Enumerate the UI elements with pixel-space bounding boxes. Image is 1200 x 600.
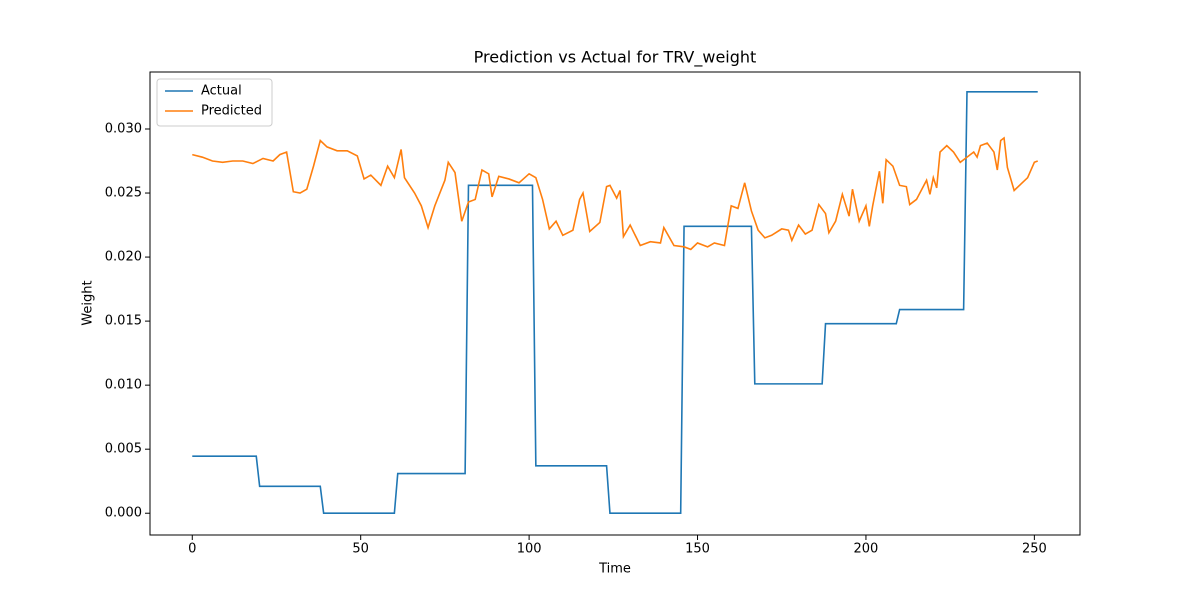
y-axis-label: Weight	[81, 280, 96, 325]
x-tick-label: 50	[352, 542, 369, 557]
y-tick-label: 0.030	[105, 121, 142, 136]
x-tick-label: 200	[854, 542, 879, 557]
x-axis-label: Time	[598, 562, 631, 577]
y-tick-label: 0.010	[105, 378, 142, 393]
series-line	[192, 136, 1039, 251]
chart-title: Prediction vs Actual for TRV_weight	[474, 48, 757, 68]
plot-frame	[149, 71, 1081, 536]
y-tick-label: 0.025	[105, 186, 142, 201]
y-tick-label: 0.020	[105, 250, 142, 265]
legend-label: Actual	[201, 84, 242, 99]
y-tick-label: 0.005	[105, 442, 142, 457]
x-tick-label: 0	[188, 542, 196, 557]
x-tick-label: 100	[517, 542, 542, 557]
y-tick-label: 0.000	[105, 506, 142, 521]
y-tick-label: 0.015	[105, 314, 142, 329]
legend-label: Predicted	[201, 104, 262, 119]
x-tick-label: 150	[685, 542, 710, 557]
series-line	[192, 91, 1038, 515]
x-tick-label: 250	[1022, 542, 1047, 557]
